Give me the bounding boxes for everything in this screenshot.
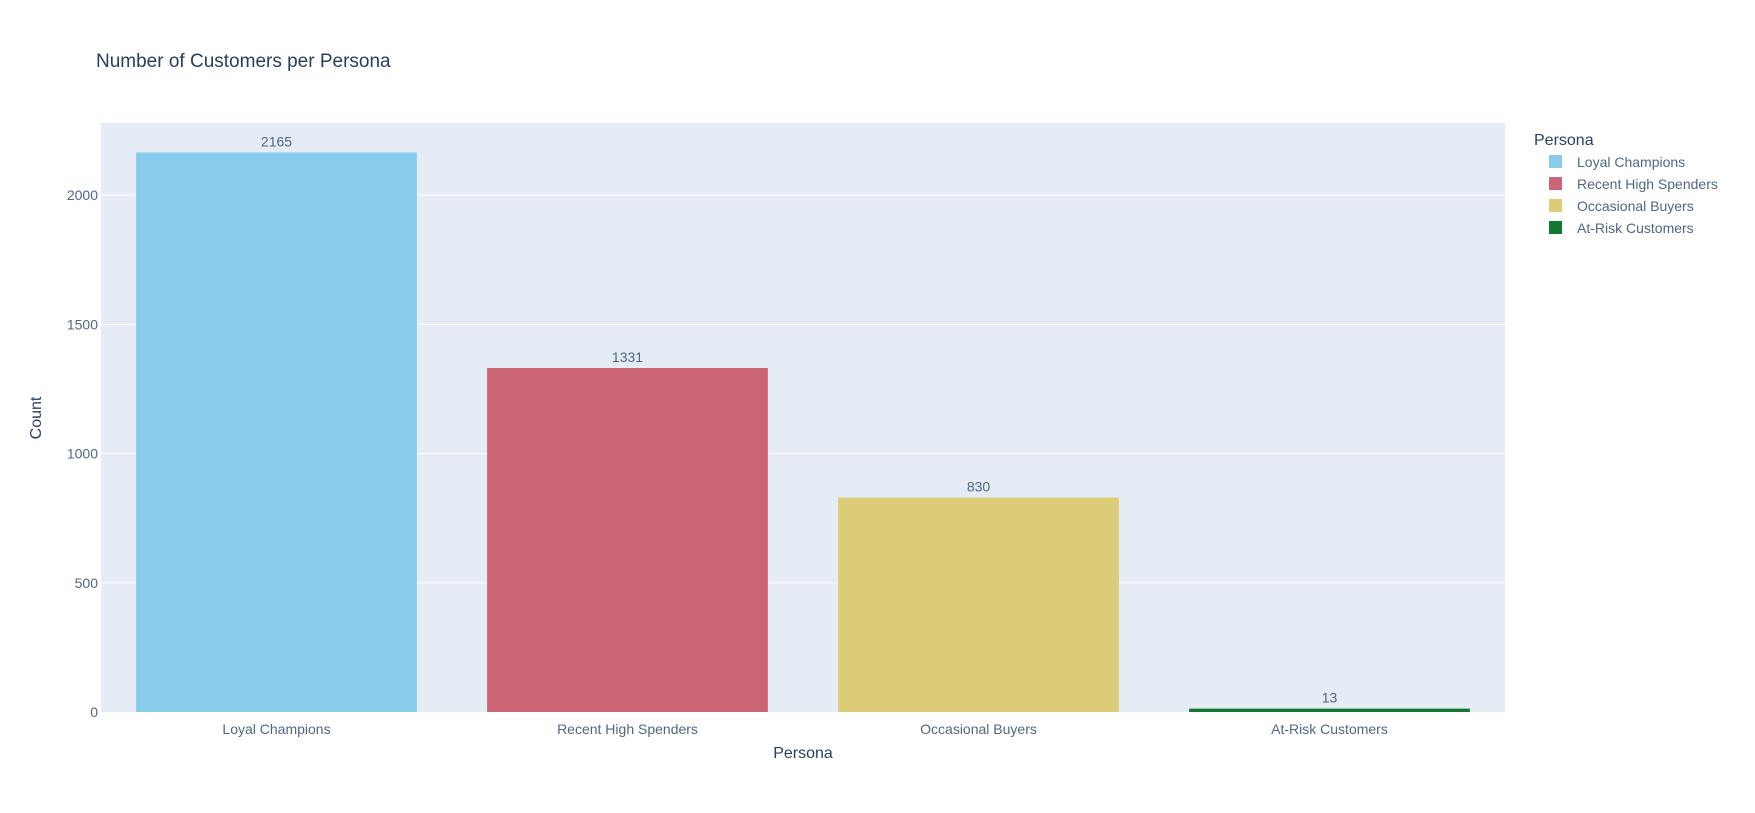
legend-swatch bbox=[1549, 221, 1562, 234]
x-axis-title: Persona bbox=[773, 745, 833, 762]
bar-value-label: 13 bbox=[1322, 690, 1338, 706]
y-tick-label: 1000 bbox=[67, 446, 98, 462]
legend-swatch bbox=[1549, 199, 1562, 212]
x-tick-label: Occasional Buyers bbox=[920, 721, 1037, 737]
bars bbox=[136, 152, 1470, 713]
legend-title: Persona bbox=[1534, 132, 1594, 149]
legend-item[interactable]: At-Risk Customers bbox=[1549, 220, 1694, 236]
legend-swatch bbox=[1549, 177, 1562, 190]
bar-loyal-champions[interactable] bbox=[136, 152, 417, 713]
y-tick-label: 0 bbox=[90, 704, 98, 720]
x-tick-label: At-Risk Customers bbox=[1271, 721, 1388, 737]
legend: Persona Loyal Champions Recent High Spend… bbox=[1534, 132, 1718, 236]
y-tick-label: 2000 bbox=[67, 187, 98, 203]
bar-labels: 2165 1331 830 13 bbox=[261, 133, 1338, 705]
chart-title: Number of Customers per Persona bbox=[96, 51, 391, 72]
bar-value-label: 1331 bbox=[612, 349, 643, 365]
bar-value-label: 2165 bbox=[261, 133, 292, 149]
legend-item[interactable]: Recent High Spenders bbox=[1549, 176, 1718, 192]
bar-at-risk-customers[interactable] bbox=[1189, 708, 1470, 712]
y-axis-title: Count bbox=[28, 396, 45, 439]
legend-label: Loyal Champions bbox=[1577, 154, 1685, 170]
legend-item[interactable]: Occasional Buyers bbox=[1549, 198, 1694, 214]
bar-value-label: 830 bbox=[967, 478, 991, 494]
legend-item[interactable]: Loyal Champions bbox=[1549, 154, 1685, 170]
x-tick-label: Loyal Champions bbox=[222, 721, 330, 737]
x-tick-label: Recent High Spenders bbox=[557, 721, 698, 737]
bar-occasional-buyers[interactable] bbox=[838, 497, 1119, 712]
x-axis-ticks: Loyal Champions Recent High Spenders Occas… bbox=[222, 721, 1387, 737]
y-tick-label: 500 bbox=[75, 575, 99, 591]
y-tick-label: 1500 bbox=[67, 316, 98, 332]
bar-recent-high-spenders[interactable] bbox=[487, 368, 768, 712]
legend-swatch bbox=[1549, 155, 1562, 168]
legend-label: Recent High Spenders bbox=[1577, 176, 1718, 192]
legend-label: At-Risk Customers bbox=[1577, 220, 1694, 236]
legend-label: Occasional Buyers bbox=[1577, 198, 1694, 214]
y-axis-ticks: 0 500 1000 1500 2000 bbox=[67, 187, 98, 720]
